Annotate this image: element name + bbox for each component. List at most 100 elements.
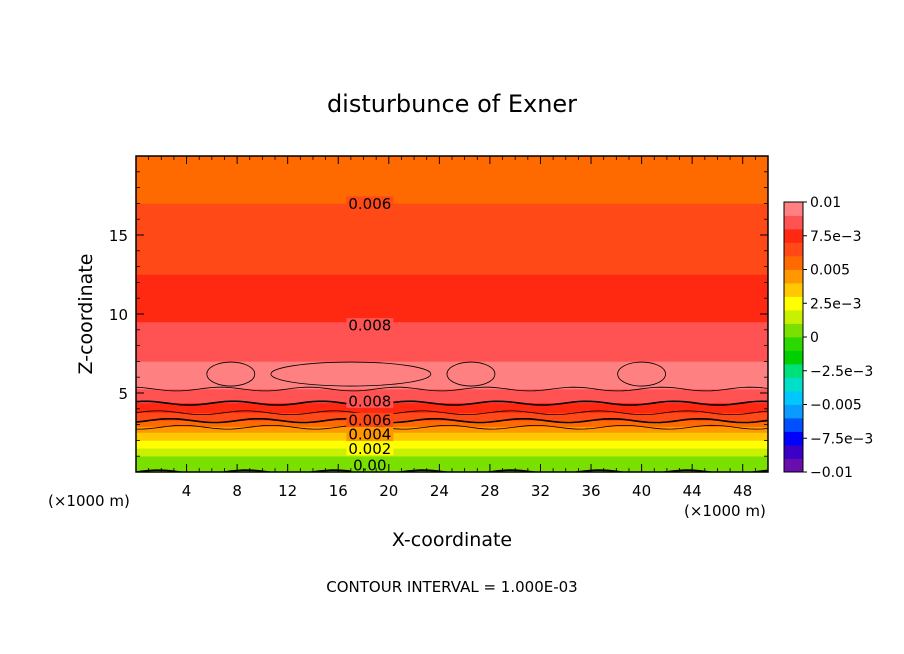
- contour-label-bg: [346, 196, 394, 211]
- contour-band: [136, 230, 768, 234]
- contour-band: [136, 420, 768, 423]
- contour-band: [136, 282, 768, 285]
- x-tick-label: 16: [329, 482, 348, 500]
- colorbar-swatch: [784, 269, 803, 284]
- contour-label: 0.00: [353, 456, 386, 474]
- contour-band: [136, 438, 768, 441]
- colorbar-swatches: [784, 202, 803, 473]
- contour-band: [136, 183, 768, 186]
- contour-band: [136, 290, 768, 293]
- y-tick-label: 5: [118, 385, 128, 403]
- contour-band: [136, 315, 768, 319]
- contour-label: 0.006: [348, 195, 391, 213]
- contour-band: [136, 238, 768, 242]
- contour-band: [136, 329, 768, 333]
- contour-band: [136, 262, 768, 265]
- contour-line: [136, 410, 768, 416]
- filled-contours: [136, 156, 768, 472]
- contour-band: [136, 274, 768, 277]
- colorbar-tick-label: −2.5e−3: [810, 364, 873, 380]
- colorbar-swatch: [784, 242, 803, 257]
- contour-band: [136, 301, 768, 305]
- contour-band: [136, 295, 768, 299]
- contour-band: [136, 278, 768, 281]
- y-axis-label: Z-coordinate: [75, 254, 97, 375]
- contour-band: [136, 410, 768, 414]
- maximum-cell: [617, 361, 666, 387]
- x-tick-label: 48: [733, 482, 752, 500]
- colorbar-swatch: [784, 215, 803, 230]
- contour-band: [136, 434, 768, 437]
- contour-band: [136, 216, 768, 220]
- contour-band: [136, 177, 768, 180]
- colorbar-tick-label: 2.5e−3: [810, 296, 862, 312]
- contour-band: [136, 286, 768, 289]
- contour-band: [136, 179, 768, 182]
- contour-band: [136, 357, 768, 360]
- contour-band: [136, 442, 768, 445]
- contour-band: [136, 258, 768, 261]
- contour-band: [136, 159, 768, 163]
- contour-band: [136, 197, 768, 200]
- contour-band: [136, 211, 768, 214]
- contour-band: [136, 384, 768, 388]
- contour-band: [136, 400, 768, 404]
- contour-band: [136, 248, 768, 252]
- contour-band: [136, 444, 768, 447]
- contour-band: [136, 432, 768, 435]
- colorbar-tick-label: 0.005: [810, 263, 850, 279]
- contour-band: [136, 297, 768, 301]
- contour-band: [136, 446, 768, 449]
- contour-band: [136, 195, 768, 198]
- contour-band: [136, 455, 768, 459]
- contour-label: 0.008: [348, 392, 391, 410]
- contour-band: [136, 406, 768, 410]
- contour-band: [136, 222, 768, 226]
- x-tick-label: 44: [683, 482, 702, 500]
- contour-band: [136, 305, 768, 309]
- colorbar-tick-label: 7.5e−3: [810, 229, 862, 245]
- contour-label-bg: [346, 412, 394, 427]
- x-tick-label: 24: [430, 482, 449, 500]
- contour-band: [136, 463, 768, 467]
- y-ticks: 5 10 15: [109, 171, 768, 457]
- contour-band: [136, 325, 768, 329]
- contour-band: [136, 232, 768, 236]
- colorbar-tick-label: −0.01: [810, 465, 853, 481]
- maximum-cell: [446, 361, 496, 387]
- contour-band: [136, 361, 768, 364]
- contour-band: [136, 428, 768, 431]
- contour-band: [136, 254, 768, 258]
- contour-band: [136, 293, 768, 297]
- colorbar: 0.01 7.5e−3 0.005 2.5e−3 0 −2.5e−3 −0.005 −7.5e…: [783, 195, 873, 481]
- colorbar-swatch: [784, 323, 803, 338]
- colorbar-swatch: [784, 404, 803, 419]
- contour-band: [136, 461, 768, 465]
- contour-band: [136, 299, 768, 303]
- contour-band: [136, 224, 768, 228]
- contour-label-bg: [346, 427, 394, 442]
- colorbar-swatch: [784, 202, 803, 216]
- colorbar-swatch: [784, 418, 803, 432]
- contour-band: [136, 303, 768, 307]
- contour-band: [136, 260, 768, 263]
- contour-band: [136, 209, 768, 212]
- contour-band: [136, 380, 768, 384]
- contour-band: [136, 319, 768, 323]
- contour-band: [136, 392, 768, 396]
- contour-band: [136, 451, 768, 455]
- contour-band: [136, 335, 768, 338]
- contour-band: [136, 404, 768, 408]
- contour-band: [136, 398, 768, 402]
- contour-band: [136, 347, 768, 350]
- contour-band: [136, 386, 768, 390]
- colorbar-tick-label: −7.5e−3: [810, 431, 873, 447]
- contour-band: [136, 465, 768, 469]
- colorbar-tick-label: −0.005: [810, 398, 862, 414]
- contour-band: [136, 234, 768, 238]
- contour-band: [136, 276, 768, 279]
- contour-band: [136, 187, 768, 190]
